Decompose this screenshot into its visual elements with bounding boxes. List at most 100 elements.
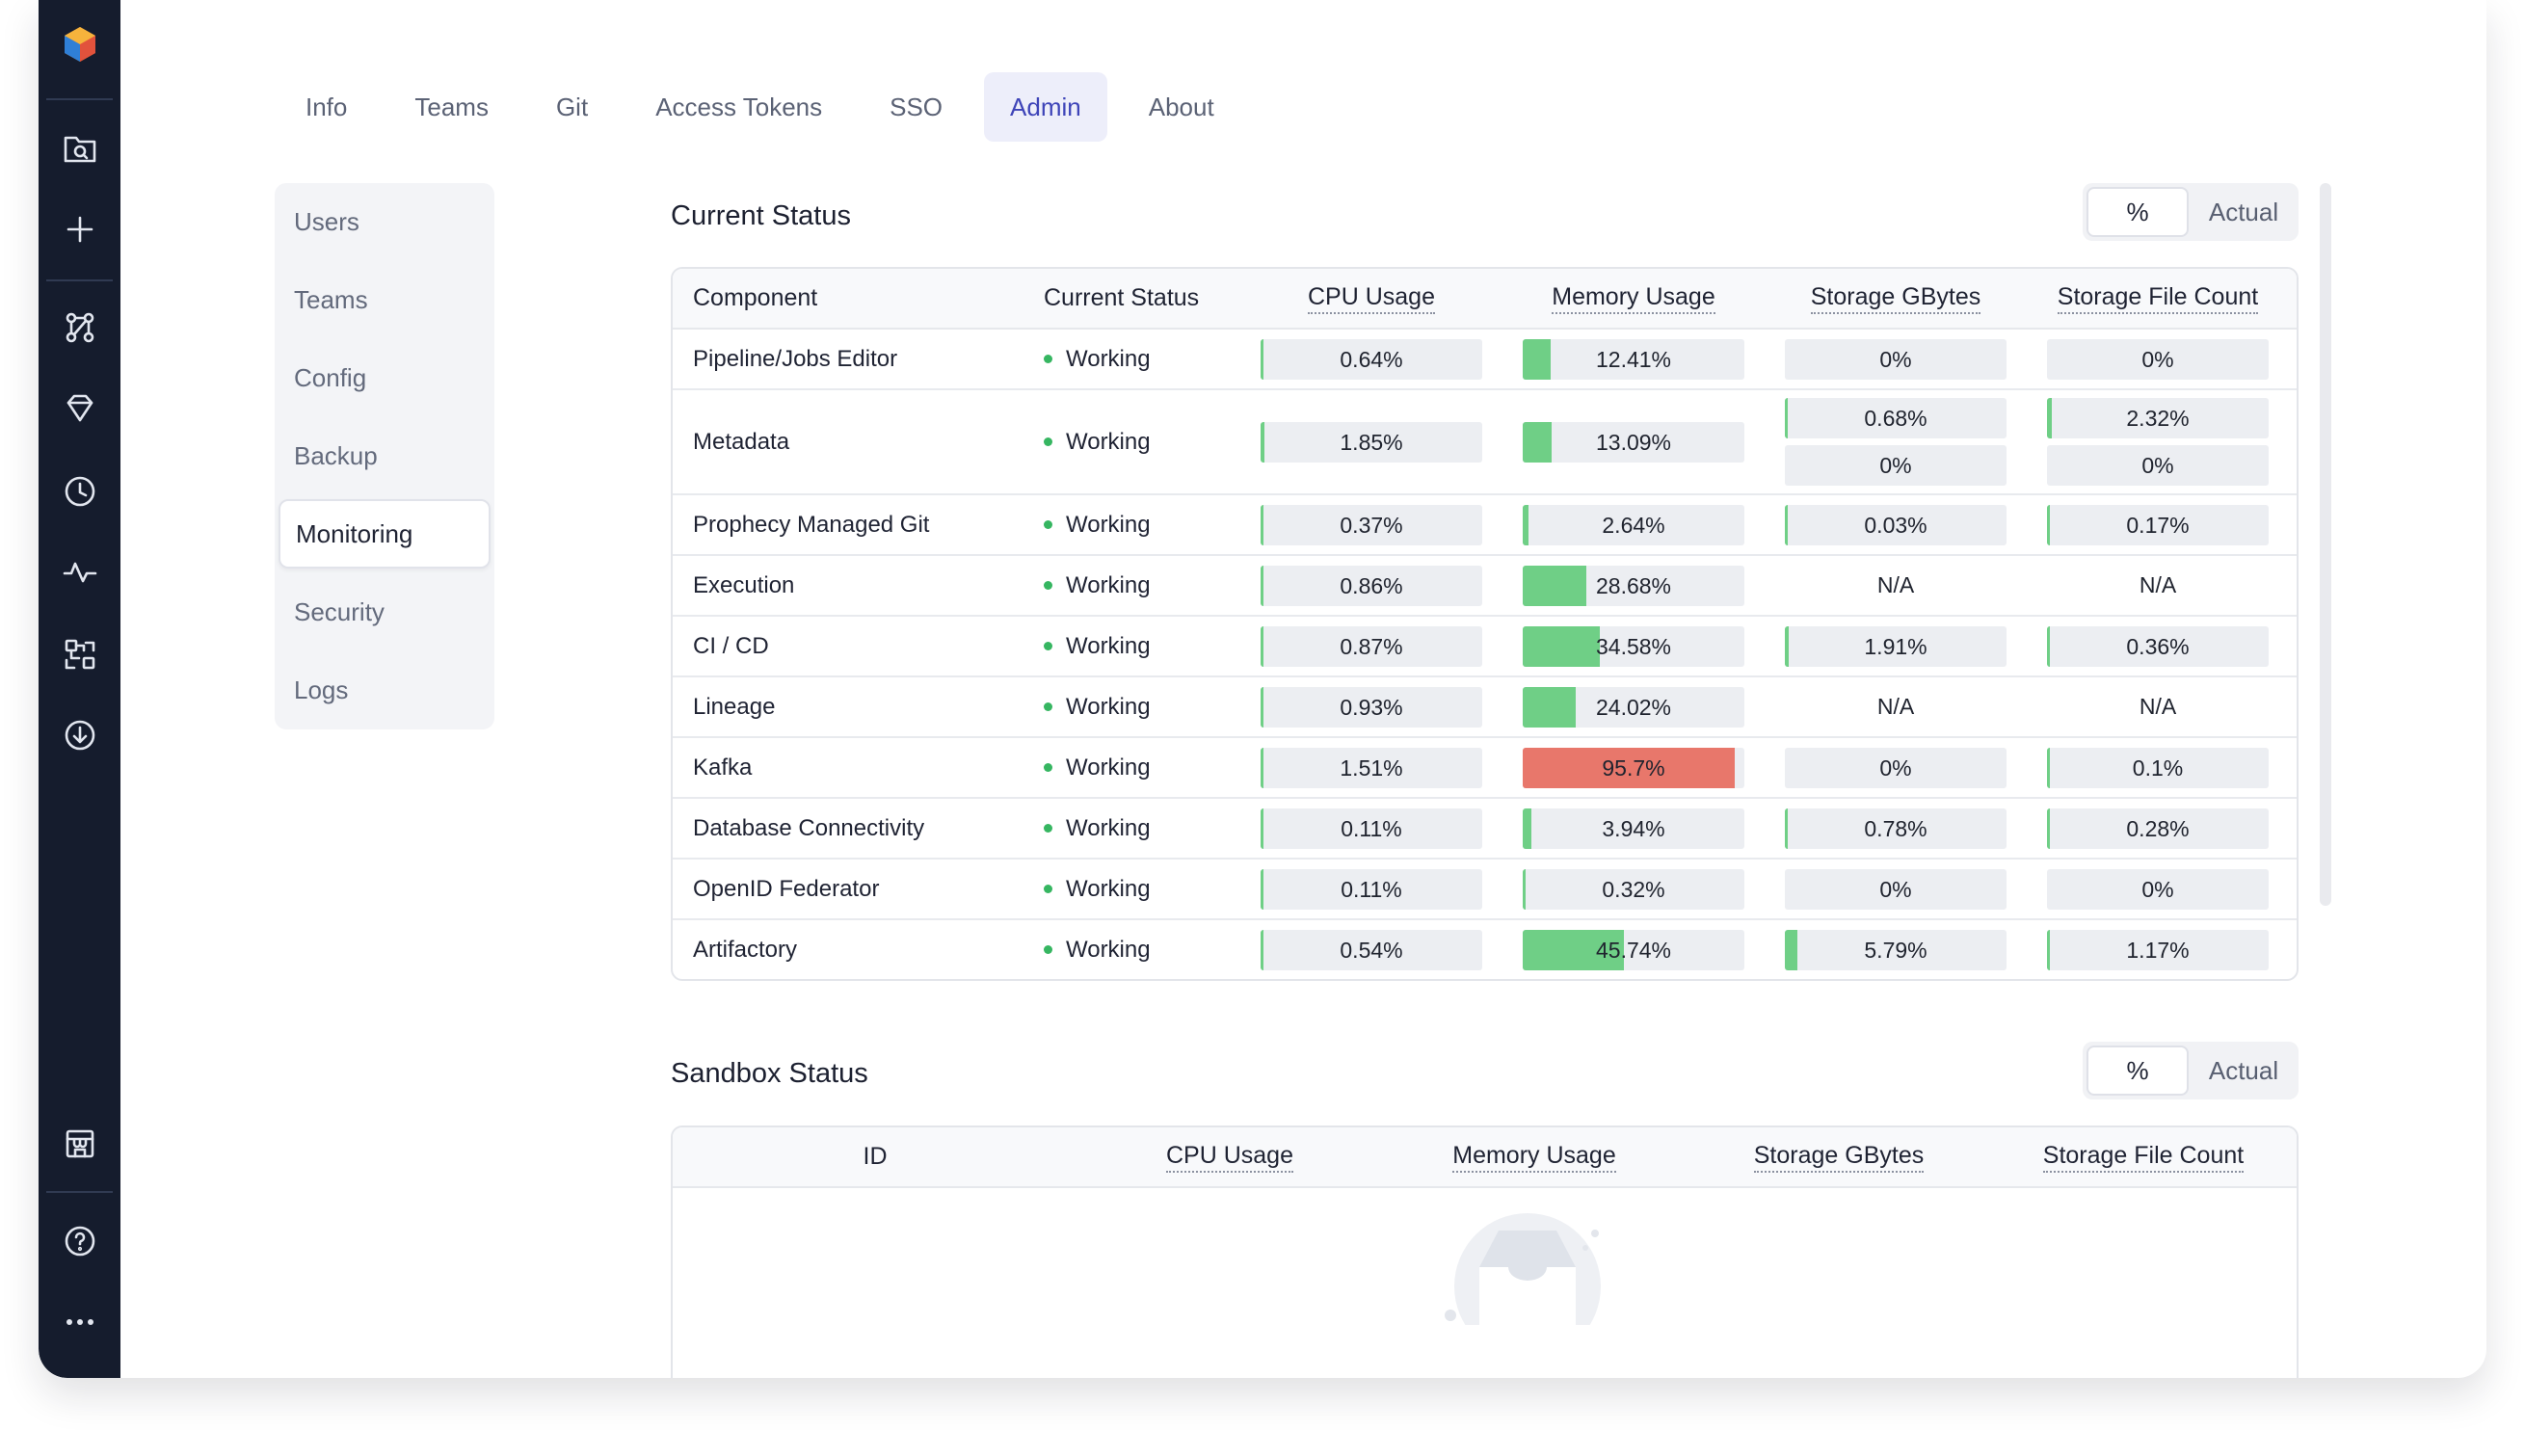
storage-gbytes-bar-label: 1.91% xyxy=(1864,633,1927,659)
memory-usage-bar-label: 13.09% xyxy=(1595,429,1671,455)
tab-admin[interactable]: Admin xyxy=(984,72,1107,142)
storage-file-count-bar: 2.32% xyxy=(2047,398,2269,438)
cpu-usage-bar: 0.37% xyxy=(1261,505,1482,545)
admin-side-menu: Users Teams Config Backup Monitoring Sec… xyxy=(275,183,494,729)
storage-gbytes-bar-label: 0% xyxy=(1879,346,1912,372)
cpu-usage-bar: 1.85% xyxy=(1261,422,1482,463)
cpu-usage-bar-fill xyxy=(1261,505,1263,545)
status-text: Working xyxy=(1066,428,1151,455)
status-dot-icon xyxy=(1044,520,1052,529)
header-storage-gbytes[interactable]: Storage GBytes xyxy=(1785,269,2007,328)
memory-usage-bar-label: 24.02% xyxy=(1595,694,1671,720)
side-item-teams[interactable]: Teams xyxy=(294,284,368,314)
tab-sso[interactable]: SSO xyxy=(890,92,944,121)
cpu-usage-bar: 0.54% xyxy=(1261,930,1482,970)
side-item-monitoring[interactable]: Monitoring xyxy=(279,499,491,569)
cpu-usage-bar: 0.64% xyxy=(1261,339,1482,380)
storage-file-count-bar-label: 0% xyxy=(2141,452,2174,478)
storage-file-count-bar: 0% xyxy=(2047,339,2269,380)
logo-icon[interactable] xyxy=(39,15,120,73)
percent-option[interactable]: % xyxy=(2086,1046,2189,1096)
current-status-title: Current Status xyxy=(671,200,851,231)
side-item-logs[interactable]: Logs xyxy=(294,675,349,704)
side-item-config[interactable]: Config xyxy=(294,362,367,392)
cpu-usage-bar-label: 0.64% xyxy=(1340,346,1403,372)
tab-info[interactable]: Info xyxy=(306,92,348,121)
plus-icon[interactable] xyxy=(39,200,120,258)
storage-gbytes-bar: 0.68% xyxy=(1785,398,2007,438)
header-cpu-usage[interactable]: CPU Usage xyxy=(1261,269,1482,328)
table-row: CI / CD Working 0.87% 34.58% 1.91% 0.36% xyxy=(673,617,2297,677)
cpu-usage-bar-fill xyxy=(1261,687,1263,728)
cpu-usage-bar-label: 0.11% xyxy=(1341,876,1402,902)
memory-usage-bar: 45.74% xyxy=(1523,930,1744,970)
storage-file-count-bar-label: 0.28% xyxy=(2126,815,2190,841)
tab-teams[interactable]: Teams xyxy=(414,92,489,121)
storage-gbytes-bar-label: 0% xyxy=(1879,754,1912,781)
percent-option[interactable]: % xyxy=(2086,187,2189,237)
storage-gbytes-bar: 1.91% xyxy=(1785,626,2007,667)
tab-about[interactable]: About xyxy=(1148,92,1214,121)
storage-gbytes-bar-label: 0% xyxy=(1879,876,1912,902)
side-item-security[interactable]: Security xyxy=(294,596,385,626)
storage-file-count-bar: 0% xyxy=(2047,869,2269,910)
tab-git[interactable]: Git xyxy=(555,92,589,121)
actual-option[interactable]: Actual xyxy=(2208,1055,2279,1085)
status-dot-icon xyxy=(1044,642,1052,650)
header-storage-file-count[interactable]: Storage File Count xyxy=(2047,269,2269,328)
memory-usage-bar-fill xyxy=(1523,566,1586,606)
help-icon[interactable] xyxy=(39,1212,120,1270)
status-dot-icon xyxy=(1044,702,1052,711)
storage-file-count-bar-label: 0.36% xyxy=(2126,633,2190,659)
storage-file-count-bar-fill xyxy=(2047,930,2050,970)
storage-gbytes-bar-fill xyxy=(1785,930,1797,970)
cpu-usage-bar-label: 0.37% xyxy=(1340,512,1403,538)
storage-file-count-bar: 0.1% xyxy=(2047,748,2269,788)
cpu-usage-bar-fill xyxy=(1261,930,1263,970)
memory-usage-bar-label: 12.41% xyxy=(1595,346,1671,372)
table-row: OpenID Federator Working 0.11% 0.32% 0% 0% xyxy=(673,860,2297,920)
more-icon[interactable] xyxy=(39,1293,120,1351)
folder-search-icon[interactable] xyxy=(39,119,120,176)
header-storage-gbytes[interactable]: Storage GBytes xyxy=(1687,1127,1991,1186)
storage-file-count-bar: 0.17% xyxy=(2047,505,2269,545)
table-row: Lineage Working 0.93% 24.02% N/A N/A xyxy=(673,677,2297,738)
component-name: Kafka xyxy=(693,754,753,781)
activity-icon[interactable] xyxy=(39,543,120,601)
side-item-backup[interactable]: Backup xyxy=(294,440,378,470)
table-row: Prophecy Managed Git Working 0.37% 2.64% 0.0… xyxy=(673,495,2297,556)
header-storage-file-count[interactable]: Storage File Count xyxy=(1991,1127,2296,1186)
storage-gbytes-bar-fill xyxy=(1785,398,1788,438)
status-badge: Working xyxy=(1044,390,1151,493)
memory-usage-bar-label: 0.32% xyxy=(1602,876,1665,902)
cpu-usage-bar-label: 0.93% xyxy=(1340,694,1403,720)
cpu-usage-bar: 0.87% xyxy=(1261,626,1482,667)
tab-access-tokens[interactable]: Access Tokens xyxy=(655,92,823,121)
storage-file-count-bar-label: 0.1% xyxy=(2132,754,2184,781)
header-cpu-usage[interactable]: CPU Usage xyxy=(1077,1127,1382,1186)
diamond-icon[interactable] xyxy=(39,380,120,437)
status-badge: Working xyxy=(1044,920,1151,979)
storage-gbytes-bar-label: 5.79% xyxy=(1864,937,1927,963)
header-memory-usage[interactable]: Memory Usage xyxy=(1382,1127,1687,1186)
memory-usage-bar: 12.41% xyxy=(1523,339,1744,380)
status-dot-icon xyxy=(1044,945,1052,954)
status-badge: Working xyxy=(1044,860,1151,918)
cpu-usage-bar-label: 1.51% xyxy=(1340,754,1403,781)
cpu-usage-bar-label: 0.54% xyxy=(1340,937,1403,963)
cpu-usage-bar-label: 1.85% xyxy=(1340,429,1403,455)
memory-usage-bar-label: 3.94% xyxy=(1602,815,1665,841)
scrollbar-thumb[interactable] xyxy=(2320,183,2331,906)
status-badge: Working xyxy=(1044,677,1151,736)
git-graph-icon[interactable] xyxy=(39,299,120,357)
store-icon[interactable] xyxy=(39,1115,120,1173)
table-header: ID CPU Usage Memory Usage Storage GBytes… xyxy=(673,1127,2297,1188)
header-memory-usage[interactable]: Memory Usage xyxy=(1523,269,1744,328)
actual-option[interactable]: Actual xyxy=(2208,197,2279,226)
current-status-table: Component Current Status CPU Usage Memor… xyxy=(671,267,2299,981)
clock-icon[interactable] xyxy=(39,463,120,520)
download-icon[interactable] xyxy=(39,706,120,764)
side-item-users[interactable]: Users xyxy=(294,206,359,236)
lineage-icon[interactable] xyxy=(39,625,120,683)
status-text: Working xyxy=(1066,571,1151,598)
